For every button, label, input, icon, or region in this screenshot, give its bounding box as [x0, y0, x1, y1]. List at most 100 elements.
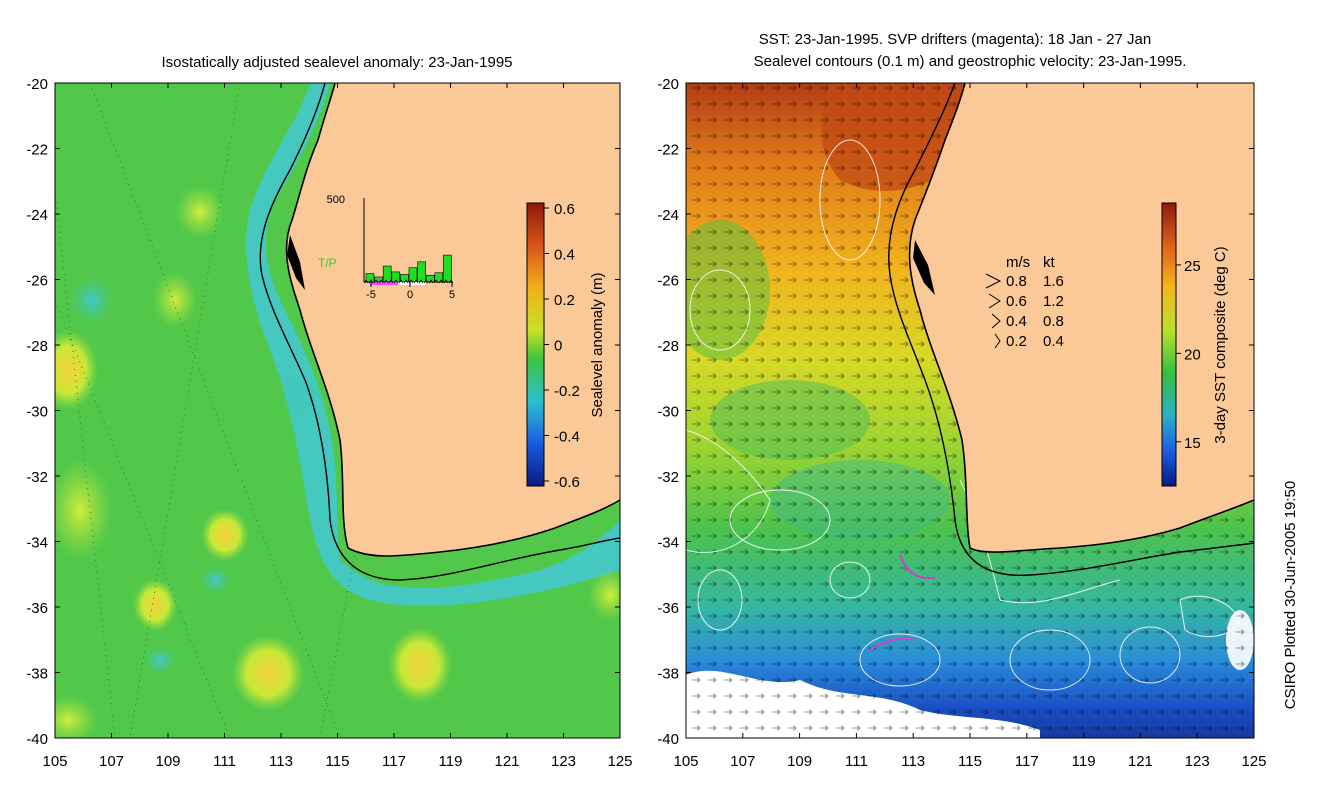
- left-x-tick-label: 121: [494, 753, 519, 770]
- right-map-title-line1: SST: 23-Jan-1995. SVP drifters (magenta)…: [759, 31, 1151, 48]
- inset-bar: [443, 254, 452, 283]
- left-y-tick-label: -22: [26, 142, 48, 159]
- left-x-tick-label: 117: [382, 753, 406, 770]
- left-x-tick-label: 125: [607, 753, 632, 770]
- right-x-tick-label: 111: [845, 753, 868, 770]
- right-y-tick-label: -32: [657, 469, 679, 486]
- velocity-legend-ms-value: 0.8: [1006, 273, 1027, 290]
- right-x-tick-label: 105: [673, 753, 698, 770]
- right-x-tick-label: 107: [730, 753, 755, 770]
- right-x-tick-label: 119: [1072, 753, 1096, 770]
- left-y-tick-label: -26: [26, 273, 48, 290]
- left-x-tick-label: 105: [42, 753, 67, 770]
- right-x-tick-label: 117: [1015, 753, 1039, 770]
- inset-bar: [374, 276, 383, 283]
- left-x-tick-label: 123: [551, 753, 576, 770]
- inset-bar: [382, 265, 392, 283]
- left-x-tick-label: 113: [269, 753, 293, 770]
- right-x-tick-label: 125: [1241, 753, 1266, 770]
- right-y-tick-label: -34: [657, 535, 679, 552]
- right-map-title-line2: Sealevel contours (0.1 m) and geostrophi…: [754, 53, 1187, 70]
- left-x-tick-label: 119: [439, 753, 463, 770]
- left-y-tick-label: -20: [26, 76, 48, 93]
- right-y-tick-label: -22: [657, 142, 679, 159]
- inset-x-tick-label: -5: [366, 289, 376, 301]
- left-y-tick-label: -38: [26, 666, 48, 683]
- left-y-tick-label: -30: [26, 404, 48, 421]
- left-x-axis: 105 107 109 111 113 115 117 119 121 123 125: [42, 83, 633, 770]
- sla-colorbar-tick-label: 0.2: [554, 292, 575, 309]
- left-y-tick-label: -36: [26, 600, 48, 617]
- inset-bar: [417, 261, 426, 283]
- velocity-legend-kt-value: 1.6: [1043, 273, 1064, 290]
- left-x-tick-label: 107: [99, 753, 124, 770]
- sst-colorbar: 25 20 15 3-day SST composite (deg C): [1161, 202, 1229, 487]
- right-y-tick-label: -24: [657, 207, 679, 224]
- velocity-legend-kt-value: 0.8: [1043, 313, 1064, 330]
- velocity-legend-ms-value: 0.6: [1006, 293, 1027, 310]
- right-x-axis: 105 107 109 111 113 115 117 119 121 123 125: [673, 83, 1267, 770]
- left-x-tick-label: 115: [326, 753, 350, 770]
- tp-inset-histogram: 500 T/P -5 0 5: [318, 194, 455, 301]
- sla-colorbar-tick-label: -0.6: [554, 474, 580, 491]
- velocity-legend-ms-value: 0.2: [1006, 333, 1027, 350]
- right-y-tick-label: -28: [657, 338, 679, 355]
- left-y-tick-label: -32: [26, 469, 48, 486]
- sla-colorbar-label: Sealevel anomaly (m): [589, 272, 606, 417]
- right-y-tick-label: -36: [657, 600, 679, 617]
- right-x-tick-label: 109: [787, 753, 812, 770]
- right-x-tick-label: 121: [1128, 753, 1153, 770]
- velocity-legend-kt-value: 0.4: [1043, 333, 1064, 350]
- velocity-legend-kt-header: kt: [1043, 254, 1056, 271]
- inset-bar: [365, 273, 375, 283]
- sla-colorbar-tick-label: 0.4: [554, 247, 575, 264]
- left-y-tick-label: -34: [26, 535, 48, 552]
- velocity-legend-arrow: [985, 273, 1002, 289]
- sla-colorbar-tick-label: -0.4: [554, 429, 580, 446]
- inset-y-max-label: 500: [327, 194, 345, 206]
- left-y-tick-label: -40: [26, 731, 48, 748]
- velocity-legend-ms-value: 0.4: [1006, 313, 1027, 330]
- inset-bar: [434, 272, 444, 283]
- sla-colorbar-tick-label: -0.2: [554, 383, 580, 400]
- sla-colorbar-tick-label: 0.6: [554, 201, 575, 218]
- inset-series-label: T/P: [318, 256, 337, 270]
- left-map: Isostatically adjusted sealevel anomaly:…: [26, 54, 632, 770]
- right-x-tick-label: 115: [958, 753, 982, 770]
- sst-colorbar-tick-label: 20: [1184, 346, 1201, 363]
- right-y-tick-label: -26: [657, 273, 679, 290]
- right-y-tick-label: -40: [657, 731, 679, 748]
- sst-colorbar-tick-label: 15: [1184, 435, 1201, 452]
- inset-x-tick-label: 0: [407, 289, 413, 301]
- inset-bar: [425, 274, 435, 283]
- velocity-legend-arrow: [991, 313, 1001, 329]
- sealevel-field: [55, 83, 620, 738]
- left-map-title: Isostatically adjusted sealevel anomaly:…: [161, 54, 512, 71]
- velocity-legend-arrow: [988, 293, 1001, 309]
- svp-drifter-track: [899, 554, 936, 580]
- velocity-legend-arrow: [994, 333, 1001, 349]
- sla-colorbar: 0.6 0.4 0.2 0 -0.2 -0.4 -0.6 Sealevel anomaly …: [526, 201, 606, 491]
- right-x-tick-label: 113: [901, 753, 925, 770]
- inset-x-axis: -5 0 5: [363, 279, 455, 301]
- left-y-axis: -20 -22 -24 -26 -28 -30 -32 -34 -36 -38 -40: [26, 76, 620, 748]
- velocity-legend: m/s kt 0.8 1.6 0.6 1.2 0.4 0.8 0.2 0.4: [985, 254, 1064, 350]
- right-map: SST: 23-Jan-1995. SVP drifters (magenta)…: [657, 31, 1266, 770]
- left-x-tick-label: 109: [155, 753, 180, 770]
- velocity-legend-kt-value: 1.2: [1043, 293, 1064, 310]
- right-y-tick-label: -20: [657, 76, 679, 93]
- right-y-tick-label: -30: [657, 404, 679, 421]
- plot-credit: CSIRO Plotted 30-Jun-2005 19:50: [1282, 481, 1299, 709]
- left-x-tick-label: 111: [213, 753, 236, 770]
- right-y-axis: -20 -22 -24 -26 -28 -30 -32 -34 -36 -38 -40: [657, 76, 1254, 748]
- sst-colorbar-tick-label: 25: [1184, 258, 1201, 275]
- inset-bars: [365, 254, 452, 283]
- right-x-tick-label: 123: [1185, 753, 1210, 770]
- left-y-tick-label: -24: [26, 207, 48, 224]
- inset-x-tick-label: 5: [449, 289, 455, 301]
- sla-colorbar-tick-label: 0: [554, 338, 562, 355]
- right-y-tick-label: -38: [657, 666, 679, 683]
- velocity-legend-ms-header: m/s: [1006, 254, 1030, 271]
- sst-colorbar-label: 3-day SST composite (deg C): [1212, 246, 1229, 443]
- left-y-tick-label: -28: [26, 338, 48, 355]
